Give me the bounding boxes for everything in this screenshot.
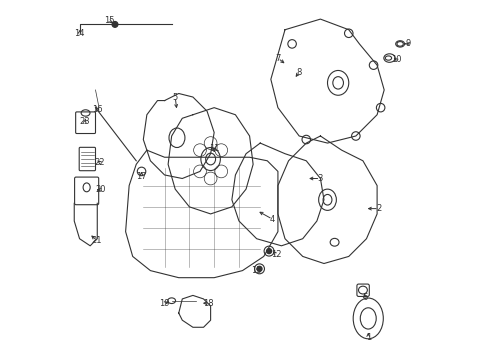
Text: 18: 18 xyxy=(203,299,214,308)
Text: 14: 14 xyxy=(74,29,85,38)
Text: 17: 17 xyxy=(136,172,147,181)
Text: 16: 16 xyxy=(92,105,103,114)
Text: 9: 9 xyxy=(405,39,410,49)
Text: 4: 4 xyxy=(270,215,274,224)
Circle shape xyxy=(266,248,271,253)
Text: 19: 19 xyxy=(159,299,169,308)
Circle shape xyxy=(112,21,118,27)
Text: 11: 11 xyxy=(209,144,219,153)
Text: 6: 6 xyxy=(361,293,367,302)
Text: 5: 5 xyxy=(172,92,178,101)
Text: 2: 2 xyxy=(376,204,381,213)
Text: 8: 8 xyxy=(296,68,301,77)
Text: 10: 10 xyxy=(391,55,401,64)
Text: 7: 7 xyxy=(274,54,280,62)
Text: 15: 15 xyxy=(104,16,115,25)
Text: 23: 23 xyxy=(79,117,90,126)
Text: 12: 12 xyxy=(271,250,281,259)
Text: 21: 21 xyxy=(91,236,102,245)
Text: 1: 1 xyxy=(365,333,370,342)
Text: 3: 3 xyxy=(317,174,322,183)
Text: 22: 22 xyxy=(95,158,105,167)
Text: 20: 20 xyxy=(95,185,106,194)
Circle shape xyxy=(257,266,261,271)
Text: 13: 13 xyxy=(251,266,261,275)
